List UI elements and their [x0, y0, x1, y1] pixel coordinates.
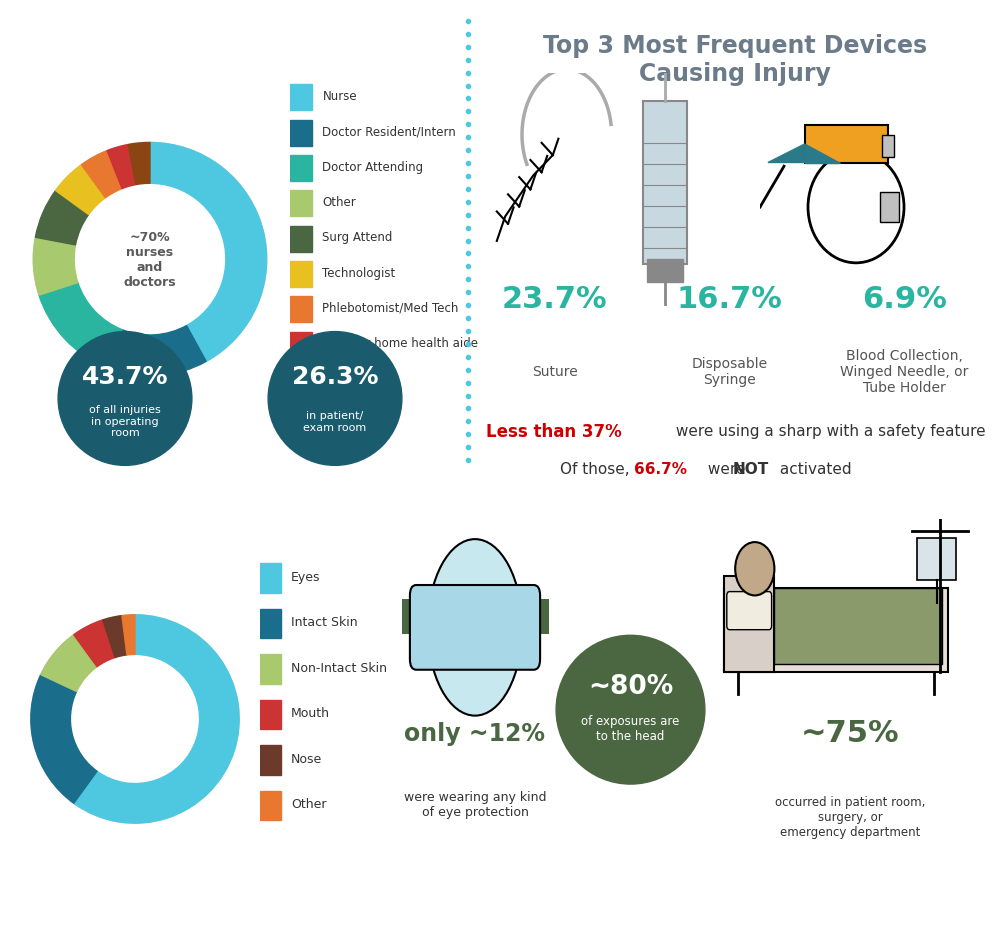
FancyBboxPatch shape [290, 297, 312, 323]
FancyBboxPatch shape [290, 367, 312, 393]
Circle shape [74, 184, 226, 336]
Text: in patient/
exam room: in patient/ exam room [303, 410, 367, 432]
Text: Nurse: Nurse [322, 90, 357, 103]
Text: ~70%
nurses
and
doctors: ~70% nurses and doctors [124, 231, 176, 289]
Text: Blood Collection,
Winged Needle, or
Tube Holder: Blood Collection, Winged Needle, or Tube… [840, 348, 969, 394]
Wedge shape [150, 143, 267, 362]
Bar [647, 260, 683, 283]
Text: Blood and Body Fluid Exposures: Blood and Body Fluid Exposures [33, 512, 437, 532]
Text: Top 3 Most Frequent Devices
Causing Injury: Top 3 Most Frequent Devices Causing Inju… [543, 33, 927, 85]
Text: 23.7%: 23.7% [502, 285, 608, 314]
Text: Intact Skin: Intact Skin [291, 616, 357, 628]
Text: ~80%: ~80% [588, 674, 673, 700]
FancyBboxPatch shape [290, 226, 312, 252]
Circle shape [735, 543, 774, 596]
Wedge shape [56, 165, 105, 215]
FancyBboxPatch shape [260, 655, 281, 684]
Bar [643, 102, 687, 264]
Wedge shape [33, 238, 78, 296]
Circle shape [33, 143, 267, 377]
Text: C.N.A or home health aide: C.N.A or home health aide [322, 337, 478, 350]
Text: Other: Other [291, 798, 326, 810]
Text: Doctor Resident/Intern: Doctor Resident/Intern [322, 125, 456, 138]
Wedge shape [107, 327, 206, 377]
FancyBboxPatch shape [290, 191, 312, 217]
Text: Nose: Nose [291, 753, 322, 765]
Text: Non-Intact Skin: Non-Intact Skin [291, 662, 387, 674]
Bar [917, 538, 956, 581]
Text: 6.9%: 6.9% [862, 285, 947, 314]
Wedge shape [122, 615, 135, 655]
Wedge shape [39, 283, 122, 368]
Wedge shape [103, 616, 127, 658]
Text: Less than 37%: Less than 37% [486, 422, 622, 441]
Ellipse shape [428, 539, 522, 715]
FancyBboxPatch shape [260, 564, 281, 593]
FancyBboxPatch shape [290, 332, 312, 358]
FancyBboxPatch shape [290, 156, 312, 182]
FancyBboxPatch shape [290, 262, 312, 288]
Text: 43.7%: 43.7% [82, 365, 168, 389]
FancyBboxPatch shape [290, 85, 312, 111]
Text: 16.7%: 16.7% [677, 285, 783, 314]
Text: Clinical Lab: Clinical Lab [322, 372, 390, 385]
Polygon shape [805, 145, 840, 163]
Text: occurred in patient room,
surgery, or
emergency department: occurred in patient room, surgery, or em… [775, 795, 925, 838]
Wedge shape [41, 635, 97, 691]
FancyBboxPatch shape [260, 701, 281, 729]
Circle shape [268, 332, 402, 466]
Text: were: were [703, 461, 750, 476]
Text: Mouth: Mouth [291, 707, 330, 719]
Text: Phlebotomist/Med Tech: Phlebotomist/Med Tech [322, 302, 459, 315]
Text: NOT: NOT [732, 461, 769, 476]
FancyBboxPatch shape [410, 586, 540, 670]
Text: Other: Other [322, 196, 356, 209]
Text: of exposures are
to the head: of exposures are to the head [581, 715, 680, 742]
Text: Doctor Attending: Doctor Attending [322, 161, 424, 174]
Wedge shape [74, 615, 239, 823]
Text: 26.3%: 26.3% [292, 365, 378, 389]
Text: were using a sharp with a safety feature: were using a sharp with a safety feature [671, 424, 986, 439]
Text: were wearing any kind
of eye protection: were wearing any kind of eye protection [404, 790, 546, 818]
Wedge shape [35, 191, 89, 246]
Bar [724, 588, 948, 672]
Bar [774, 588, 942, 664]
FancyBboxPatch shape [260, 610, 281, 638]
Circle shape [31, 615, 239, 823]
Polygon shape [768, 145, 805, 163]
Text: Of those,: Of those, [560, 461, 635, 476]
Circle shape [556, 636, 705, 784]
Circle shape [58, 332, 192, 466]
Bar [882, 135, 894, 158]
FancyBboxPatch shape [727, 592, 772, 630]
Text: Technologist: Technologist [322, 266, 396, 279]
Text: 66.7%: 66.7% [634, 461, 687, 476]
Text: Suture: Suture [532, 365, 578, 379]
Bar [724, 577, 774, 672]
Text: Eyes: Eyes [291, 571, 320, 583]
Wedge shape [31, 675, 97, 804]
Bar [880, 193, 899, 223]
FancyBboxPatch shape [260, 746, 281, 775]
Text: Surg Attend: Surg Attend [322, 231, 393, 244]
Text: Needlestick and Sharp Injuries: Needlestick and Sharp Injuries [30, 28, 440, 51]
Bar [805, 126, 888, 163]
FancyBboxPatch shape [290, 121, 312, 147]
Text: Disposable
Syringe: Disposable Syringe [692, 356, 768, 387]
Wedge shape [81, 151, 122, 199]
Bar [402, 599, 548, 635]
Wedge shape [107, 146, 136, 189]
Wedge shape [74, 620, 115, 667]
Text: only ~12%: only ~12% [404, 721, 546, 745]
Wedge shape [128, 143, 150, 186]
FancyBboxPatch shape [260, 791, 281, 820]
Text: activated: activated [775, 461, 851, 476]
Circle shape [70, 654, 200, 784]
Text: ~75%: ~75% [801, 718, 899, 747]
Text: of all injuries
in operating
room: of all injuries in operating room [89, 405, 161, 438]
